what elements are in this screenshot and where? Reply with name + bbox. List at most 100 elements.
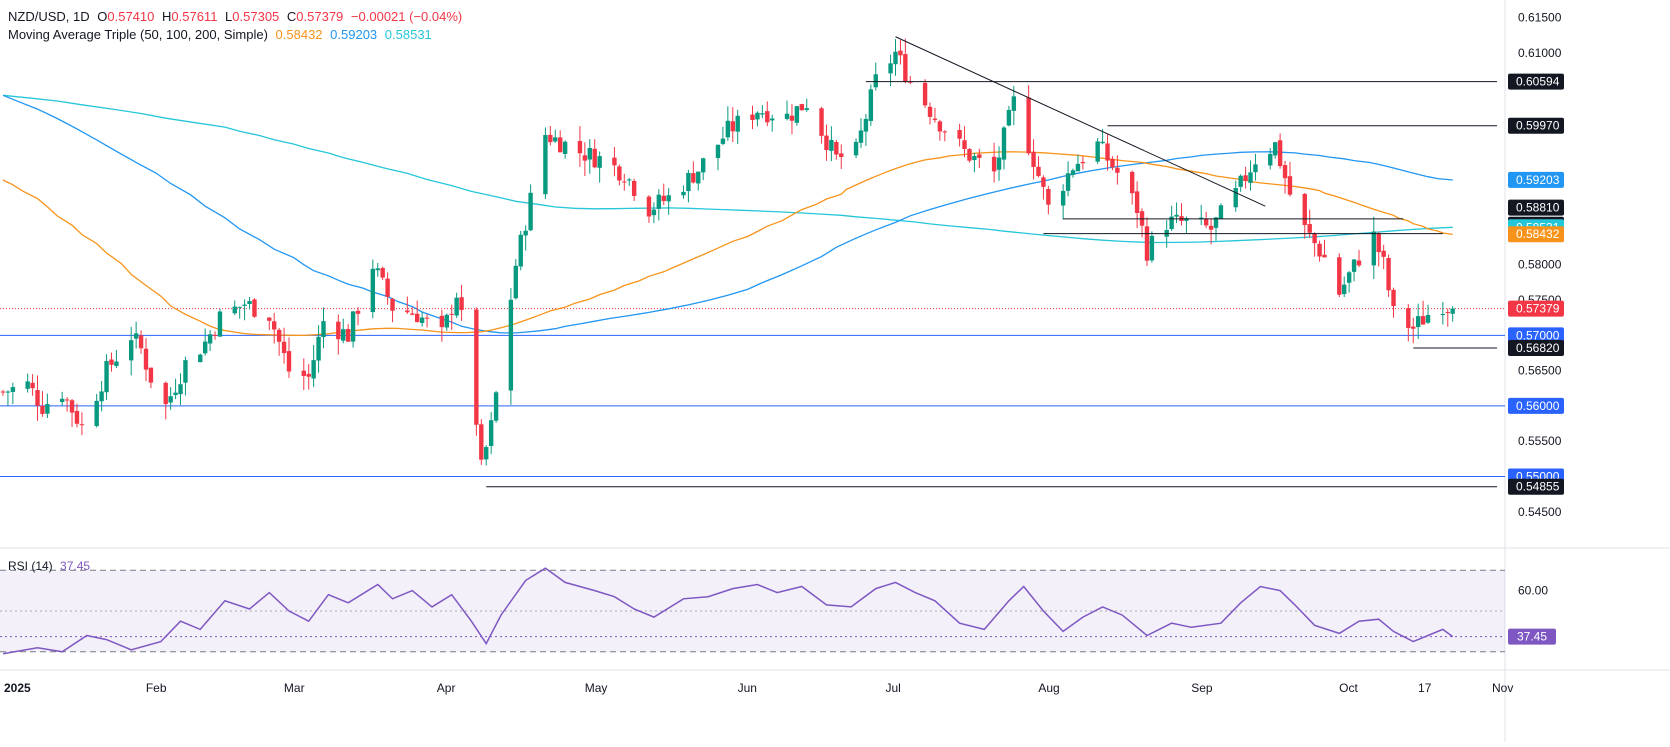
time-tick-label: 2025 bbox=[4, 681, 31, 695]
candle bbox=[286, 337, 292, 378]
price-tick-label: 0.55500 bbox=[1518, 434, 1562, 448]
candle bbox=[1233, 180, 1238, 212]
candle bbox=[109, 352, 114, 372]
candle-body bbox=[183, 360, 188, 383]
candle bbox=[1115, 155, 1120, 185]
candle-body bbox=[405, 310, 410, 313]
price-badge-text: 0.54855 bbox=[1516, 480, 1560, 494]
candle bbox=[1381, 244, 1386, 270]
candle bbox=[922, 79, 928, 108]
ma50-line bbox=[2, 151, 1453, 337]
rsi-value: 37.45 bbox=[60, 559, 91, 573]
candle bbox=[1110, 156, 1115, 171]
candle-body bbox=[627, 179, 632, 181]
time-tick-label: May bbox=[585, 681, 608, 695]
rsi-line bbox=[2, 567, 1454, 655]
legend-ohlc: NZD/USD, 1D O0.57410 H0.57611 L0.57305 C… bbox=[8, 9, 466, 24]
candle bbox=[79, 412, 85, 436]
candle-body bbox=[858, 130, 864, 143]
candle bbox=[1312, 232, 1317, 257]
candle-body bbox=[178, 384, 183, 395]
candle-body bbox=[873, 74, 878, 88]
candle-body bbox=[1351, 259, 1357, 272]
candle bbox=[272, 312, 277, 344]
candle bbox=[424, 314, 430, 328]
candle bbox=[1282, 160, 1288, 194]
candle-body bbox=[888, 63, 893, 74]
candle bbox=[168, 387, 173, 410]
candle bbox=[414, 300, 420, 323]
candle bbox=[1199, 204, 1204, 226]
candle-body bbox=[1036, 166, 1041, 176]
candle-body bbox=[484, 447, 489, 460]
legend-ma: Moving Average Triple (50, 100, 200, Sim… bbox=[8, 27, 436, 42]
candle-body bbox=[597, 156, 602, 168]
candle bbox=[484, 445, 489, 466]
candle bbox=[30, 374, 35, 396]
price-badge-text: 0.58810 bbox=[1516, 201, 1560, 215]
close-value: 0.57379 bbox=[296, 9, 344, 24]
candle bbox=[375, 262, 380, 277]
candle-body bbox=[784, 113, 790, 119]
candle-body bbox=[355, 310, 361, 314]
candle-body bbox=[133, 333, 139, 339]
candle-body bbox=[681, 191, 686, 196]
candle-body bbox=[252, 299, 257, 317]
candle-body bbox=[1095, 141, 1100, 162]
candle-body bbox=[1100, 141, 1105, 144]
candle bbox=[548, 126, 553, 146]
candle bbox=[143, 338, 149, 382]
candle bbox=[557, 130, 563, 153]
candle-body bbox=[79, 424, 85, 426]
price-badge-text: 0.59203 bbox=[1516, 173, 1560, 187]
candle-body bbox=[316, 336, 321, 361]
price-badge: 0.60594 bbox=[1508, 73, 1564, 90]
candle-body bbox=[927, 106, 933, 117]
time-axis[interactable]: 2025 Feb Mar Apr May Jun Jul Aug Sep Oct 17 Nov bbox=[4, 681, 1513, 695]
candle bbox=[730, 107, 735, 143]
candle bbox=[622, 173, 627, 191]
candle bbox=[99, 380, 104, 412]
candle-body bbox=[557, 137, 563, 153]
candle-body bbox=[410, 313, 415, 315]
candle bbox=[789, 104, 795, 135]
candle bbox=[345, 324, 351, 343]
candle-body bbox=[1208, 225, 1214, 230]
candle-body bbox=[1312, 233, 1317, 244]
candle-body bbox=[375, 268, 380, 271]
price-badge-bg bbox=[1508, 226, 1564, 243]
candle-body bbox=[715, 144, 721, 159]
candle-body bbox=[1272, 142, 1278, 156]
candle bbox=[350, 310, 356, 348]
candle bbox=[1129, 170, 1135, 205]
candle bbox=[173, 378, 178, 400]
price-axis[interactable]: 0.615000.610000.580000.575000.565000.555… bbox=[1508, 11, 1564, 645]
candle-body bbox=[577, 140, 583, 154]
candle bbox=[1376, 231, 1381, 267]
candle-body bbox=[1277, 140, 1283, 167]
candle bbox=[316, 325, 321, 373]
price-badge-text: 0.57379 bbox=[1516, 302, 1560, 316]
candle bbox=[419, 312, 425, 327]
candle bbox=[661, 183, 666, 206]
candle-body bbox=[730, 121, 735, 132]
candle bbox=[770, 114, 775, 132]
ma-label: Moving Average Triple (50, 100, 200, Sim… bbox=[8, 27, 268, 42]
candle bbox=[1302, 192, 1307, 239]
candle-body bbox=[30, 382, 35, 389]
candle-body bbox=[863, 118, 869, 132]
candle-body bbox=[242, 304, 247, 306]
candle-body bbox=[1253, 164, 1258, 173]
candle bbox=[908, 75, 913, 85]
candle bbox=[114, 349, 119, 369]
candle bbox=[927, 102, 933, 125]
candle bbox=[1411, 317, 1416, 344]
candle bbox=[1425, 304, 1431, 324]
candle-body bbox=[1337, 257, 1342, 295]
candle bbox=[839, 144, 844, 169]
candle-body bbox=[829, 139, 834, 151]
candle-body bbox=[1169, 216, 1174, 230]
candle-body bbox=[903, 54, 908, 82]
candle bbox=[202, 328, 208, 356]
